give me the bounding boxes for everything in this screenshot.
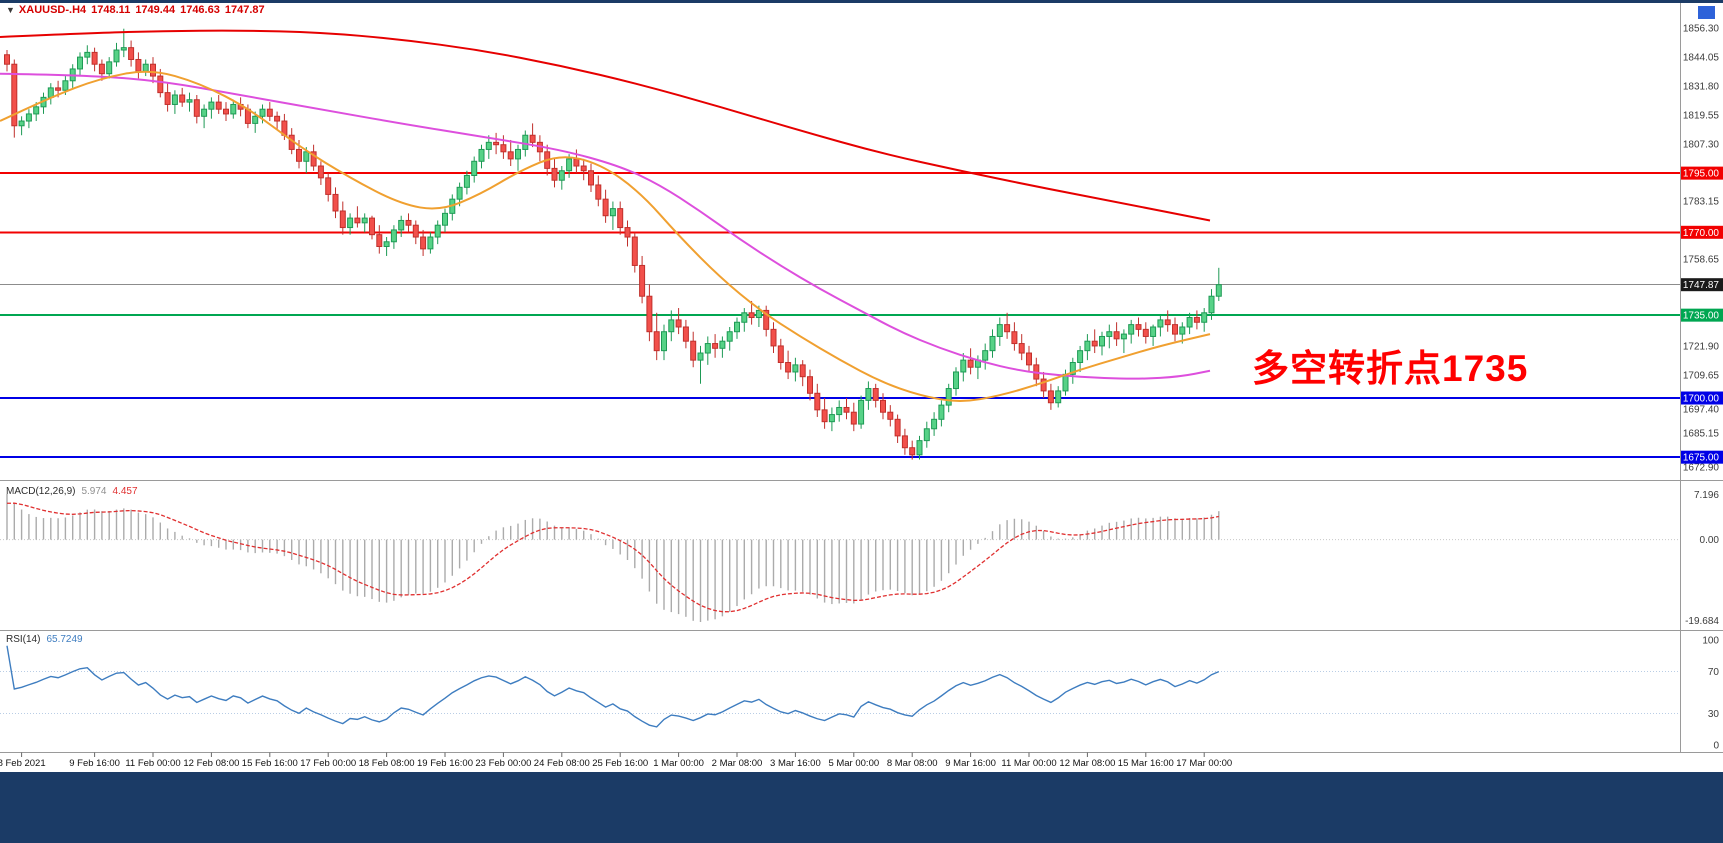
svg-text:1675.00: 1675.00 (1683, 453, 1720, 464)
rsi-line (6, 645, 1220, 728)
ma-fast-orange (0, 70, 1211, 402)
price-axis[interactable]: 1856.30 1844.05 1831.80 1819.55 1807.30 1783.… (1681, 24, 1723, 474)
svg-text:1709.65: 1709.65 (1683, 371, 1720, 382)
svg-text:23 Feb 00:00: 23 Feb 00:00 (475, 758, 531, 769)
macd-signal-value: 4.457 (112, 486, 138, 497)
svg-text:1758.65: 1758.65 (1683, 255, 1720, 266)
candles-layer (4, 28, 1222, 460)
macd-label: MACD(12,26,9) (6, 486, 76, 497)
svg-text:1747.87: 1747.87 (1683, 280, 1720, 291)
svg-text:1831.80: 1831.80 (1683, 82, 1720, 93)
ohlc-close-value: 1747.87 (224, 4, 265, 16)
svg-text:19 Feb 16:00: 19 Feb 16:00 (417, 758, 473, 769)
rsi-value: 65.7249 (46, 634, 83, 645)
svg-text:2 Mar 08:00: 2 Mar 08:00 (712, 758, 763, 769)
svg-text:1844.05: 1844.05 (1683, 53, 1720, 64)
ohlc-high-value: 1749.44 (135, 4, 176, 16)
horizontal-lines-layer (0, 172, 1680, 459)
chart-header: ▼ XAUUSD-.H4 1748.11 1749.44 1746.63 1747.87 (6, 4, 270, 16)
ohlc-open-value: 1748.11 (91, 4, 131, 16)
scroll-indicator[interactable] (1698, 6, 1715, 19)
svg-text:25 Feb 16:00: 25 Feb 16:00 (592, 758, 648, 769)
svg-text:1856.30: 1856.30 (1683, 24, 1720, 35)
svg-text:7.196: 7.196 (1694, 490, 1719, 501)
grid-layer (0, 3, 1723, 753)
window-top-border (0, 0, 1723, 3)
rsi-label: RSI(14) (6, 634, 41, 645)
svg-text:9 Feb 16:00: 9 Feb 16:00 (69, 758, 120, 769)
svg-text:17 Feb 00:00: 17 Feb 00:00 (300, 758, 356, 769)
svg-text:11 Feb 00:00: 11 Feb 00:00 (125, 758, 180, 769)
svg-text:1700.00: 1700.00 (1683, 394, 1720, 405)
svg-text:1697.40: 1697.40 (1683, 405, 1720, 416)
svg-text:1 Mar 00:00: 1 Mar 00:00 (653, 758, 704, 769)
svg-text:12 Mar 08:00: 12 Mar 08:00 (1059, 758, 1115, 769)
svg-text:1672.90: 1672.90 (1683, 463, 1720, 474)
svg-text:8 Feb 2021: 8 Feb 2021 (0, 758, 46, 769)
svg-text:8 Mar 08:00: 8 Mar 08:00 (887, 758, 938, 769)
macd-signal-line (6, 502, 1219, 613)
ohlc-low-value: 1746.63 (180, 4, 220, 16)
svg-text:1735.00: 1735.00 (1683, 311, 1720, 322)
svg-text:100: 100 (1702, 636, 1719, 647)
rsi-panel: 100 70 30 0 (0, 636, 1719, 752)
svg-text:17 Mar 00:00: 17 Mar 00:00 (1176, 758, 1232, 769)
svg-text:5 Mar 00:00: 5 Mar 00:00 (828, 758, 879, 769)
svg-text:15 Mar 16:00: 15 Mar 16:00 (1118, 758, 1174, 769)
macd-panel: 7.196 0.00 -19.684 (0, 490, 1719, 627)
time-axis[interactable]: 8 Feb 2021 9 Feb 16:00 11 Feb 00:00 12 Feb … (0, 752, 1232, 770)
svg-text:3 Mar 16:00: 3 Mar 16:00 (770, 758, 821, 769)
svg-text:-19.684: -19.684 (1685, 616, 1719, 627)
svg-text:1721.90: 1721.90 (1683, 342, 1720, 353)
svg-text:12 Feb 08:00: 12 Feb 08:00 (183, 758, 239, 769)
ma-slow-red (0, 29, 1211, 222)
chart-symbol-label: XAUUSD-.H4 (18, 4, 87, 16)
svg-text:18 Feb 08:00: 18 Feb 08:00 (359, 758, 415, 769)
symbol-dropdown-icon[interactable]: ▼ (6, 5, 15, 15)
analyst-annotation: 多空转折点1735 (1252, 348, 1529, 389)
ma-mid-magenta (0, 72, 1211, 380)
svg-text:1807.30: 1807.30 (1683, 140, 1720, 151)
svg-text:9 Mar 16:00: 9 Mar 16:00 (945, 758, 996, 769)
svg-text:30: 30 (1708, 709, 1720, 720)
moving-averages-layer (0, 29, 1211, 402)
bottom-bar (0, 772, 1723, 843)
macd-indicator-header: MACD(12,26,9) 5.974 4.457 (6, 486, 138, 497)
svg-text:70: 70 (1708, 667, 1720, 678)
svg-text:1770.00: 1770.00 (1683, 228, 1720, 239)
svg-text:24 Feb 08:00: 24 Feb 08:00 (534, 758, 590, 769)
macd-value: 5.974 (81, 486, 107, 497)
svg-text:0.00: 0.00 (1700, 535, 1720, 546)
svg-text:1795.00: 1795.00 (1683, 169, 1720, 180)
svg-text:15 Feb 16:00: 15 Feb 16:00 (242, 758, 298, 769)
svg-text:11 Mar 00:00: 11 Mar 00:00 (1001, 758, 1056, 769)
svg-text:1685.15: 1685.15 (1683, 429, 1720, 440)
svg-text:1819.55: 1819.55 (1683, 111, 1720, 122)
svg-text:0: 0 (1713, 741, 1719, 752)
rsi-indicator-header: RSI(14) 65.7249 (6, 634, 83, 645)
svg-text:1783.15: 1783.15 (1683, 197, 1720, 208)
